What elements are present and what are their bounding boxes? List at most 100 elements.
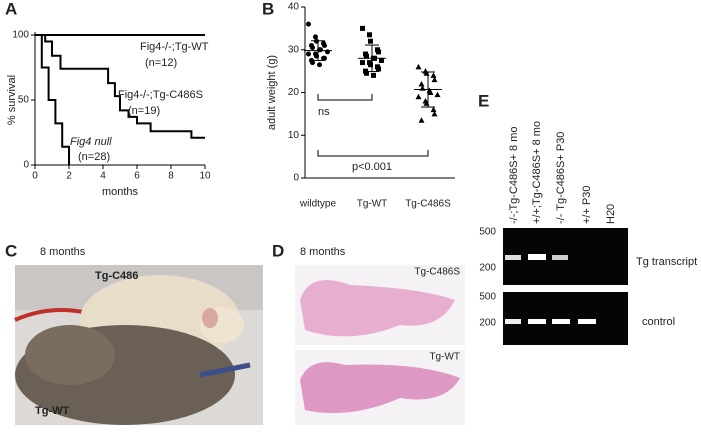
y-tick-label: 0 [293,173,299,184]
data-point [364,53,369,59]
histology [295,265,465,425]
series-n: (n=19) [128,105,160,117]
y-tick-label: 0 [23,160,29,171]
data-point [322,55,327,61]
lane-label: H20 [605,204,617,224]
survival-curve [35,34,205,139]
annotation: ns [318,106,330,118]
data-point [376,66,381,72]
band [505,319,521,324]
data-point [431,110,438,117]
x-tick-label: 4 [100,171,106,182]
x-tick-label: 10 [199,171,211,182]
x-axis-label: months [102,186,139,198]
lane-label: +/+;Tg-C486S+ 8 mo [531,121,543,224]
row-label: control [642,316,675,328]
y-tick-label: 100 [12,30,29,41]
photo-label: Tg-C486 [95,270,138,282]
data-point [310,45,315,51]
panel-letter: C [5,241,17,260]
marker-label: 500 [479,227,496,238]
y-tick-label: 10 [288,130,300,141]
photo-label: Tg-WT [35,405,69,417]
data-point [364,70,369,76]
annotation: p<0.001 [352,161,392,173]
data-point [418,80,425,87]
brain-section [300,362,460,414]
data-point [313,34,318,40]
histology-label: Tg-WT [429,352,460,363]
data-point [318,47,323,53]
y-tick-label: 20 [288,87,300,98]
band [528,319,546,324]
photo [14,265,263,425]
bracket [317,150,429,157]
x-tick-label: Tg-WT [357,199,388,210]
marker-label: 200 [479,263,496,274]
band [528,254,546,260]
x-tick-label: 6 [134,171,140,182]
data-point [322,42,327,48]
data-point [360,25,365,31]
panel-caption: 8 months [40,246,86,258]
data-point [430,106,437,113]
y-axis-label: adult weight (g) [266,55,278,130]
tail-tag [199,362,251,378]
row-label: Tg transcript [636,256,697,268]
rat-dark-head [25,325,115,385]
histology-label: Tg-C486S [414,267,460,278]
y-tick-label: 40 [288,2,300,13]
y-axis-label: % survival [6,75,18,125]
data-point [306,21,311,27]
band [578,319,596,324]
bracket [317,94,373,101]
series-n: (n=28) [78,151,110,163]
x-tick-label: 0 [32,171,38,182]
data-point [431,76,438,83]
data-point [379,57,384,63]
y-tick-label: 50 [18,95,30,106]
gel [503,228,628,345]
data-point [418,117,425,123]
lane-label: -/-;Tg-C486S+ 8 mo [508,126,520,224]
series-label: Fig4-/-;Tg-C486S [118,89,203,101]
data-point [427,89,434,95]
data-point [415,93,422,100]
x-tick-label: 2 [66,171,72,182]
marker-label: 200 [479,318,496,329]
data-point [430,72,437,78]
data-point [317,62,322,68]
band [552,255,568,260]
x-tick-label: wildtype [299,199,337,210]
panel-letter: A [5,0,17,18]
brain-section [300,280,455,337]
band [505,255,521,260]
data-point [368,38,373,44]
data-point [434,91,441,98]
lane-label: +/+ P30 [581,185,593,224]
data-point [367,32,372,38]
panel-letter: E [478,91,489,110]
data-point [310,60,315,66]
lane-label: -/- Tg-C486S+ P30 [555,132,567,224]
x-tick-label: 8 [168,171,174,182]
band [552,319,570,324]
gel-bottom [503,292,628,345]
data-point [371,72,376,78]
panel-letter: B [262,0,274,18]
y-tick-label: 30 [288,44,300,55]
panel-caption: 8 months [300,246,346,258]
series-n: (n=12) [145,57,177,69]
marker-label: 500 [479,292,496,303]
rat-ear [202,308,218,328]
data-point [376,49,381,55]
panel-letter: D [272,241,284,260]
series-label: Fig4 null [70,136,112,148]
data-point [360,60,365,66]
x-tick-label: Tg-C486S [405,199,451,210]
data-point [368,62,373,68]
data-point [415,63,422,70]
data-point [306,51,311,57]
